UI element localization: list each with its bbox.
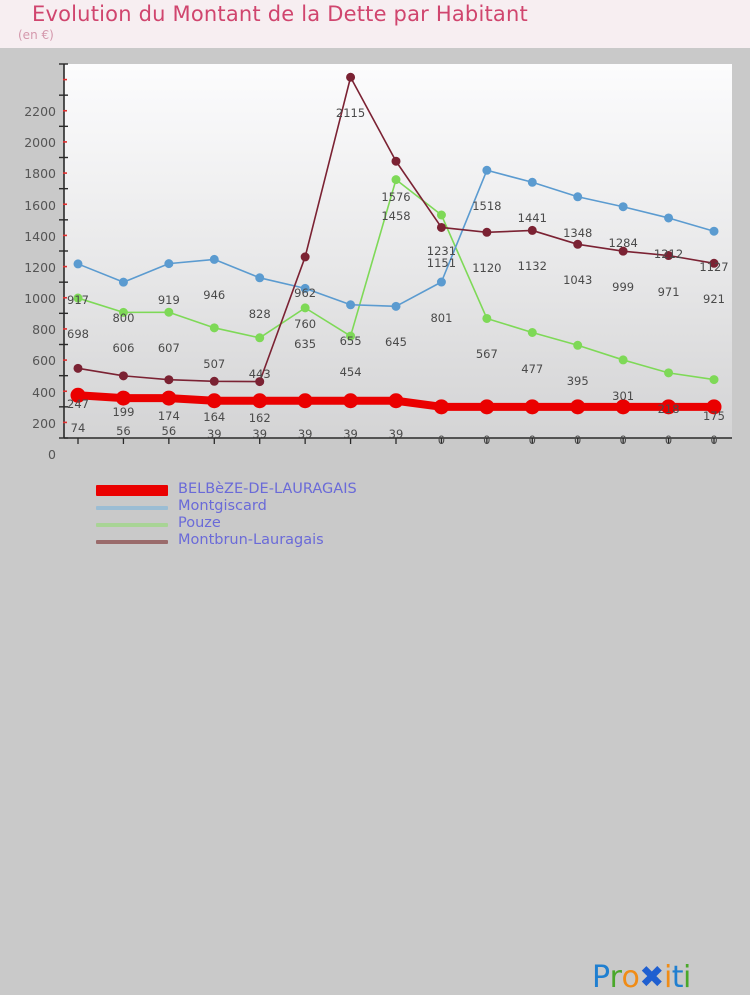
y-axis-tick-label: 400: [32, 384, 56, 400]
logo-letter: i: [663, 960, 672, 995]
data-point-label: 921: [703, 292, 725, 307]
data-point-label: 74: [70, 421, 86, 436]
logo-letter: t: [671, 960, 684, 995]
data-point-label: 946: [203, 288, 226, 303]
logo-letter: o: [621, 960, 640, 995]
data-point-label: 962: [294, 285, 317, 300]
data-point-label: 1458: [381, 208, 411, 223]
data-point-label: 56: [161, 424, 177, 439]
data-point-label: 606: [112, 341, 135, 356]
data-point-label: 999: [612, 280, 635, 295]
legend-swatch: [96, 523, 168, 527]
data-point-label: 0: [574, 432, 582, 447]
data-point-label: 760: [294, 317, 317, 332]
logo-letter: ✖: [639, 960, 664, 995]
data-point-label: 607: [157, 341, 180, 356]
legend-label: Montbrun-Lauragais: [178, 532, 324, 548]
data-point-label: 919: [157, 292, 180, 307]
legend-label: BELBèZE-DE-LAURAGAIS: [178, 481, 357, 497]
data-point-label: 454: [339, 365, 362, 380]
logo-letter: i: [683, 960, 691, 995]
data-point-label: 218: [657, 401, 680, 416]
legend-label: Montgiscard: [178, 498, 267, 514]
data-point-label: 164: [203, 410, 226, 425]
data-point-label: 1231: [426, 244, 457, 258]
chart-legend: BELBèZE-DE-LAURAGAIS Montgiscard Pouze Mont…: [0, 473, 750, 995]
data-point-label: 0: [483, 432, 491, 447]
data-point-label: 174: [157, 408, 180, 423]
data-point-label: 828: [248, 306, 271, 321]
chart-header: Evolution du Montant de la Dette par Hab…: [0, 0, 750, 48]
data-point-label: 39: [343, 426, 358, 441]
data-point-label: 199: [112, 404, 135, 419]
data-point-label: 162: [248, 410, 271, 425]
y-axis-tick-label: 2000: [24, 135, 56, 151]
y-axis-tick-label: 200: [32, 415, 56, 431]
data-point-label: 800: [112, 311, 135, 326]
data-point-label: 1127: [699, 260, 729, 275]
data-point-label: 1120: [472, 261, 502, 276]
data-point-label: 917: [67, 292, 89, 307]
data-point-label: 0: [528, 432, 536, 447]
legend-swatch: [96, 540, 168, 544]
data-point-label: 567: [475, 347, 498, 362]
legend-label: Pouze: [178, 515, 221, 531]
data-point-label: 0: [619, 432, 627, 447]
data-point-label: 39: [388, 426, 404, 441]
data-point-label: 477: [521, 361, 544, 376]
data-point-label: 1576: [381, 190, 411, 205]
data-point-label: 395: [566, 374, 589, 389]
data-point-label: 1441: [517, 211, 547, 226]
data-point-label: 801: [430, 311, 453, 325]
data-point-label: 0: [710, 432, 718, 447]
data-point-label: 971: [657, 284, 680, 299]
data-point-label: 39: [206, 426, 222, 441]
data-point-label: 1348: [563, 225, 593, 240]
y-axis-tick-label: 600: [32, 353, 56, 369]
y-axis-tick-label: 2200: [24, 104, 56, 119]
plot-area: -200020040060080010001200140016001800200…: [0, 48, 750, 509]
logo-letter: P: [592, 960, 610, 995]
data-point-label: 635: [294, 336, 317, 351]
logo-letter: r: [609, 960, 622, 995]
y-axis-tick-label: 1000: [24, 291, 56, 306]
data-point-label: 0: [664, 432, 673, 447]
data-point-label: 39: [297, 426, 313, 441]
page-subtitle: (en €): [18, 28, 54, 42]
y-axis-tick-label: 1800: [24, 166, 56, 182]
data-point-label: 247: [67, 397, 89, 412]
proxiti-logo: Pro✖iti: [592, 960, 691, 995]
data-point-label: 301: [612, 388, 635, 403]
data-point-label: 1284: [608, 235, 638, 250]
data-point-label: 1132: [517, 259, 547, 274]
data-point-label: 1151: [426, 256, 457, 271]
data-point-label: 0: [437, 432, 446, 447]
y-axis-tick-label: 800: [32, 322, 56, 338]
data-point-label: 655: [339, 333, 362, 348]
y-axis-tick-label: 0: [48, 446, 56, 462]
chart-svg: [59, 63, 732, 444]
y-axis-tick-label: 1600: [24, 197, 56, 213]
data-point-label: 443: [248, 366, 271, 381]
data-point-label: 1518: [472, 199, 502, 214]
data-point-label: 1043: [563, 273, 593, 288]
data-point-label: 1212: [653, 246, 684, 261]
legend-swatch: [96, 485, 168, 496]
page-title: Evolution du Montant de la Dette par Hab…: [32, 2, 528, 26]
y-axis-tick-label: 1400: [24, 228, 56, 244]
data-point-label: 39: [252, 426, 268, 441]
data-point-label: 698: [67, 327, 89, 342]
legend-swatch: [96, 506, 168, 510]
data-point-label: 507: [203, 356, 226, 371]
data-point-label: 175: [703, 408, 725, 423]
data-point-label: 2115: [335, 106, 366, 121]
data-point-label: 56: [116, 424, 131, 439]
data-point-label: 645: [385, 335, 407, 350]
y-axis-tick-label: 1200: [24, 259, 56, 275]
